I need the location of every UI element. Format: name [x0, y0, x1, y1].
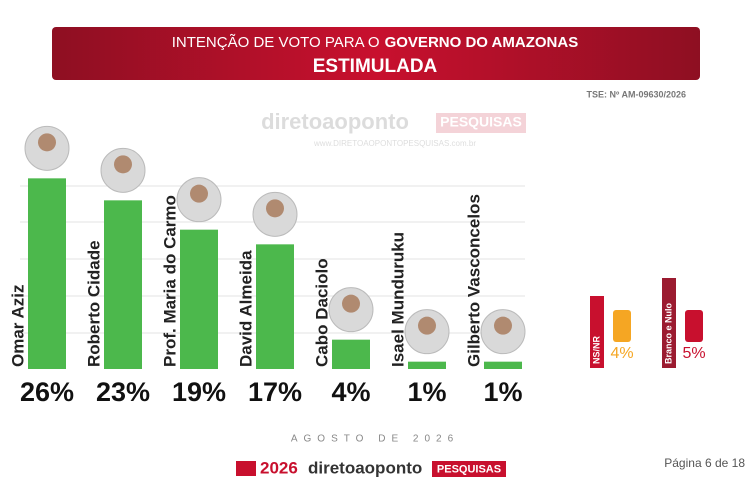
title: INTENÇÃO DE VOTO PARA O GOVERNO DO AMAZON…: [172, 34, 578, 51]
subtitle: ESTIMULADA: [313, 56, 438, 77]
value-label: 4%: [331, 377, 370, 407]
bar: [28, 178, 66, 369]
watermark: diretoaoponto PESQUISAS www.DIRETOAOPONT…: [261, 109, 526, 148]
candidate-name: Prof. Maria do Carmo: [160, 195, 179, 367]
photo-head: [114, 155, 132, 174]
photo-head: [38, 133, 56, 152]
registration: TSE: Nº AM-09630/2026: [587, 89, 687, 99]
watermark-text: PESQUISAS: [440, 114, 522, 130]
candidate-name: David Almeida: [236, 250, 255, 367]
other-value: 4%: [610, 345, 633, 362]
value-label: 1%: [407, 377, 446, 407]
photo-head: [266, 199, 284, 218]
logo-tag: PESQUISAS: [437, 463, 501, 475]
value-label: 23%: [96, 377, 150, 407]
watermark-url: www.DIRETOAOPONTOPESQUISAS.com.br: [313, 139, 476, 148]
other-bar: [662, 278, 676, 368]
candidate-name: Isael Munduruku: [388, 232, 407, 367]
page-number: Página 6 de 18: [664, 456, 745, 470]
header-banner: [52, 27, 700, 80]
other-icon: [613, 310, 631, 342]
title-part: GOVERNO DO AMAZONAS: [385, 34, 579, 51]
logo-box: [432, 461, 506, 477]
value-label: 17%: [248, 377, 302, 407]
value-label: 26%: [20, 377, 74, 407]
photo-head: [418, 316, 436, 335]
photo-head: [494, 316, 512, 335]
other-name: Branco e Nulo: [663, 302, 673, 364]
logo-icon: [236, 461, 256, 476]
other-bar: [590, 296, 604, 368]
photo-head: [342, 294, 360, 313]
watermark-box: [436, 113, 526, 133]
bar: [256, 244, 294, 369]
bar: [332, 339, 370, 369]
bar: [104, 200, 142, 369]
bar: [180, 229, 218, 369]
logo-name: diretoaoponto: [308, 458, 422, 477]
other-icon: [685, 310, 703, 342]
candidate-name: Roberto Cidade: [84, 240, 103, 367]
watermark-text: diretoaoponto: [261, 109, 409, 134]
value-label: 1%: [483, 377, 522, 407]
bar: [408, 361, 446, 369]
title-part: INTENÇÃO DE VOTO PARA O: [172, 34, 380, 51]
photo-head: [190, 184, 208, 203]
candidate-name: Cabo Daciolo: [312, 258, 331, 367]
footer-logo: 2026 diretoaoponto PESQUISAS: [236, 458, 506, 477]
candidate-name: Gilberto Vasconcelos: [464, 194, 483, 367]
candidate-name: Omar Aziz: [8, 284, 27, 367]
logo-year: 2026: [260, 458, 298, 477]
bar: [484, 361, 522, 369]
footer-date: AGOSTO DE 2026: [291, 434, 459, 445]
value-label: 19%: [172, 377, 226, 407]
other-name: NS/NR: [591, 335, 601, 364]
other-value: 5%: [682, 345, 705, 362]
